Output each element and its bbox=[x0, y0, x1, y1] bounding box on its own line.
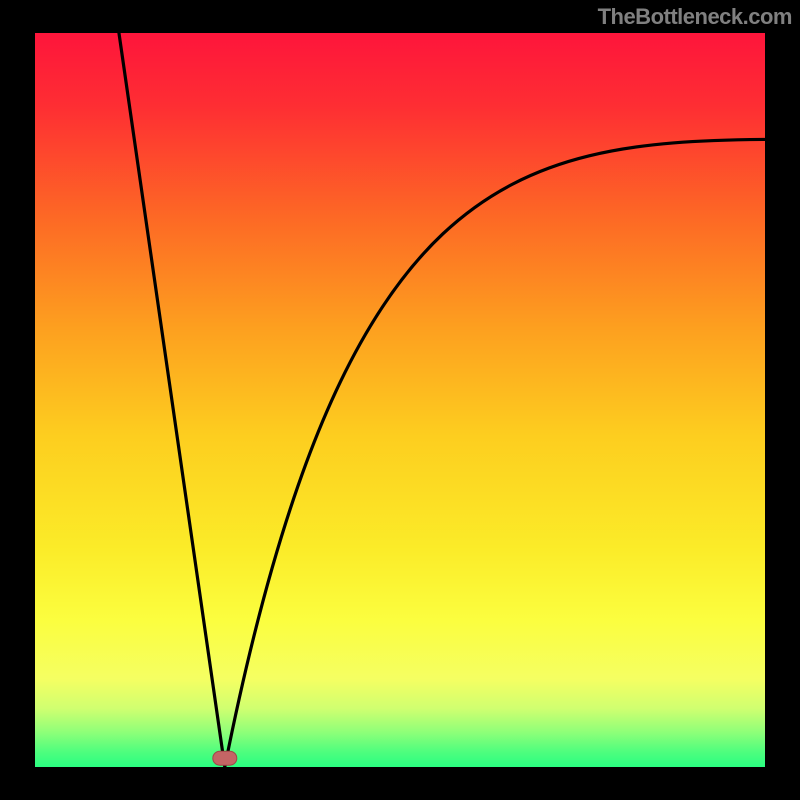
bottleneck-chart bbox=[0, 0, 800, 800]
optimal-marker bbox=[213, 751, 237, 765]
watermark-text: TheBottleneck.com bbox=[598, 4, 792, 30]
